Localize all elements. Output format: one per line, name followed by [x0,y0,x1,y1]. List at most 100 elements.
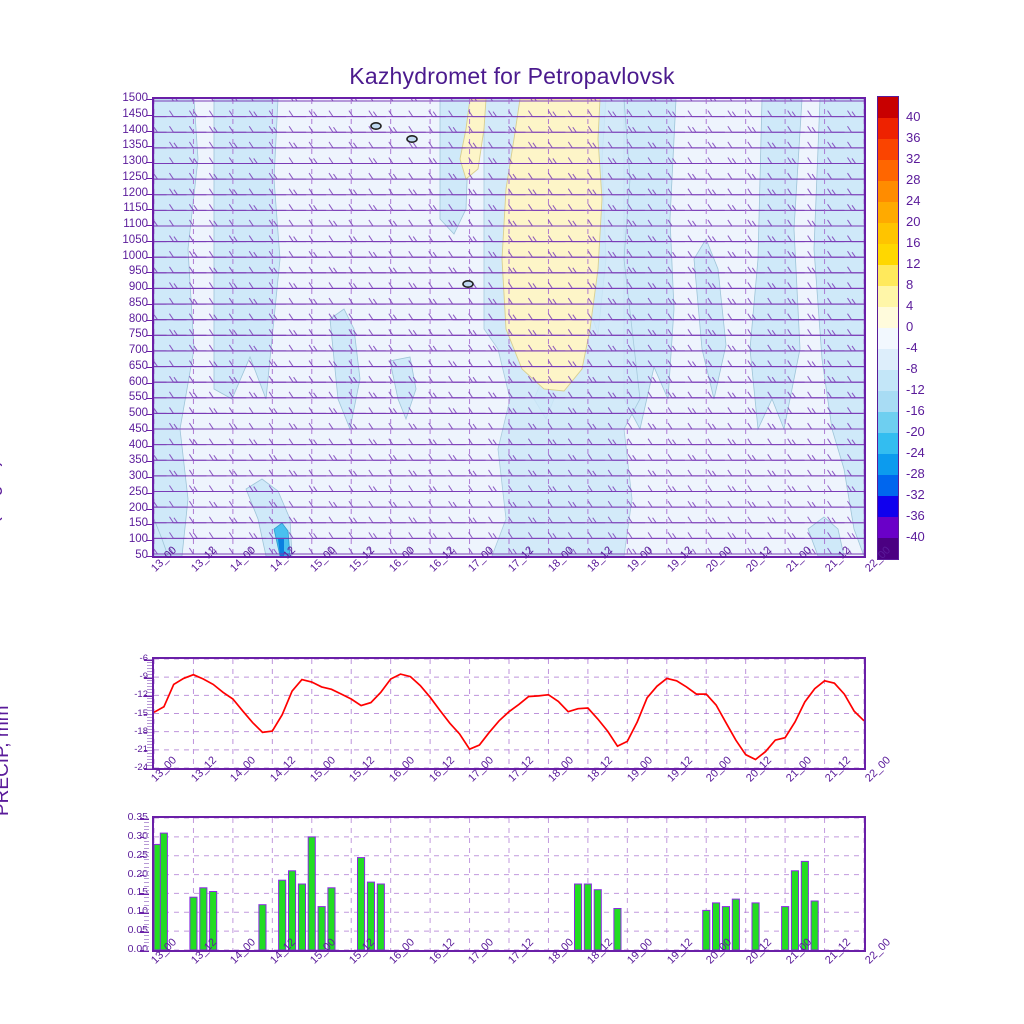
t2-y-minor-tick [147,722,152,724]
precip-y-minor-tick [144,836,149,838]
t2-y-tick-label: -15 [134,707,148,719]
t2-y-minor-tick [147,659,152,660]
precip-y-minor-tick [144,916,149,918]
precip-bar [297,883,306,950]
main-y-tick [146,146,153,148]
main-y-tick [146,288,153,290]
colorbar-tick-label: 24 [906,193,921,208]
main-y-tick [146,477,153,479]
precip-y-minor-tick [144,900,149,902]
precip-bar [731,898,740,950]
colorbar-segment [878,517,898,538]
colorbar-tick-label: -28 [906,466,925,481]
precip-y-tick-label: 0.30 [127,829,148,842]
precip-y-minor-tick [144,817,149,819]
main-y-tick-label: 950 [128,265,148,278]
precip-bar [357,857,366,950]
colorbar-tick-label: -20 [906,424,925,439]
colorbar-segment [878,391,898,412]
t2-y-minor-tick [147,731,152,733]
colorbar-segment [878,202,898,223]
colorbar-segment [878,181,898,202]
main-y-tick [146,240,153,242]
precip-y-minor-tick [144,855,149,857]
colorbar-segment [878,160,898,181]
t2-y-minor-tick [147,734,152,736]
t2-y-minor-tick [147,680,152,682]
colorbar-segment [878,265,898,286]
precip-y-minor-tick [144,848,149,850]
temperature-cross-section-plot[interactable] [152,97,866,558]
xgboost-t2-plot[interactable] [152,657,866,770]
main-y-tick [146,429,153,431]
precip-y-minor-tick [144,946,149,948]
main-y-tick [146,99,153,100]
colorbar-tick-label: -32 [906,487,925,502]
colorbar-segment [878,223,898,244]
main-y-tick [146,461,153,463]
precip-bar [376,883,385,950]
t2-y-minor-tick [147,728,152,730]
precip-bar [751,902,760,950]
t2-y-minor-tick [147,707,152,709]
colorbar-tick-label: -36 [906,508,925,523]
precip-y-tick-label: 0.35 [127,811,148,823]
colorbar-segment [878,244,898,265]
precip-y-minor-tick [144,908,149,910]
main-y-tick-label: 1350 [122,139,148,152]
t2-y-minor-tick [147,692,152,694]
main-y-tick-label: 1050 [122,233,148,246]
t2-y-minor-tick [147,764,152,766]
t2-axis-title: XGBoost T2 (deg C) [0,460,3,632]
precip-y-minor-tick [144,942,149,944]
t2-y-minor-tick [147,743,152,745]
precip-y-minor-tick [144,938,149,940]
main-y-tick-label: 500 [128,407,148,420]
precip-y-tick-label: 0.05 [127,924,148,937]
precip-y-minor-tick [144,934,149,936]
main-y-tick [146,272,153,274]
t2-y-minor-tick [147,704,152,706]
main-y-tick [146,162,153,164]
t2-y-minor-tick [147,761,152,763]
t2-y-minor-tick [147,749,152,751]
t2-y-tick-label: -24 [134,762,148,773]
colorbar-tick-label: 16 [906,235,921,250]
t2-y-minor-tick [147,768,152,769]
main-y-tick [146,492,153,494]
t2-y-minor-tick [147,698,152,700]
main-y-tick-label: 1150 [123,202,148,215]
colorbar-tick-label: -4 [906,340,918,355]
t2-y-tick-label: -6 [140,654,148,664]
precip-y-minor-tick [144,931,149,933]
main-y-tick-label: 600 [128,375,148,388]
colorbar-segment [878,475,898,496]
precip-bar [307,836,316,950]
t2-y-minor-tick [147,740,152,742]
temperature-colorbar[interactable] [877,96,899,560]
cross-section-canvas [154,99,864,556]
precipitation-plot[interactable] [152,816,866,952]
colorbar-segment [878,118,898,139]
precip-y-tick-label: 0.20 [127,867,148,880]
main-y-tick [146,114,153,116]
colorbar-segment [878,349,898,370]
main-y-tick-label: 850 [128,296,148,309]
colorbar-tick-label: -8 [906,361,918,376]
main-y-tick-label: 400 [128,438,148,451]
precip-y-minor-tick [144,844,149,846]
precip-y-axis-labels: 0.00 0.05 0.10 0.15 0.20 0.25 0.30 0.35 [96,812,149,954]
page-title: Kazhydromet for Petropavlovsk [349,63,675,89]
t2-y-minor-tick [147,758,152,760]
colorbar-segment [878,286,898,307]
precip-bar [258,904,267,950]
t2-y-minor-tick [147,686,152,688]
t2-y-minor-tick [147,752,152,754]
precip-bar [317,906,326,950]
colorbar-tick-label: -40 [906,529,925,544]
t2-y-minor-tick [147,746,152,748]
t2-y-minor-tick [147,701,152,703]
colorbar-tick-label: 4 [906,298,914,313]
precip-bar [712,902,721,950]
precip-y-minor-tick [144,859,149,861]
